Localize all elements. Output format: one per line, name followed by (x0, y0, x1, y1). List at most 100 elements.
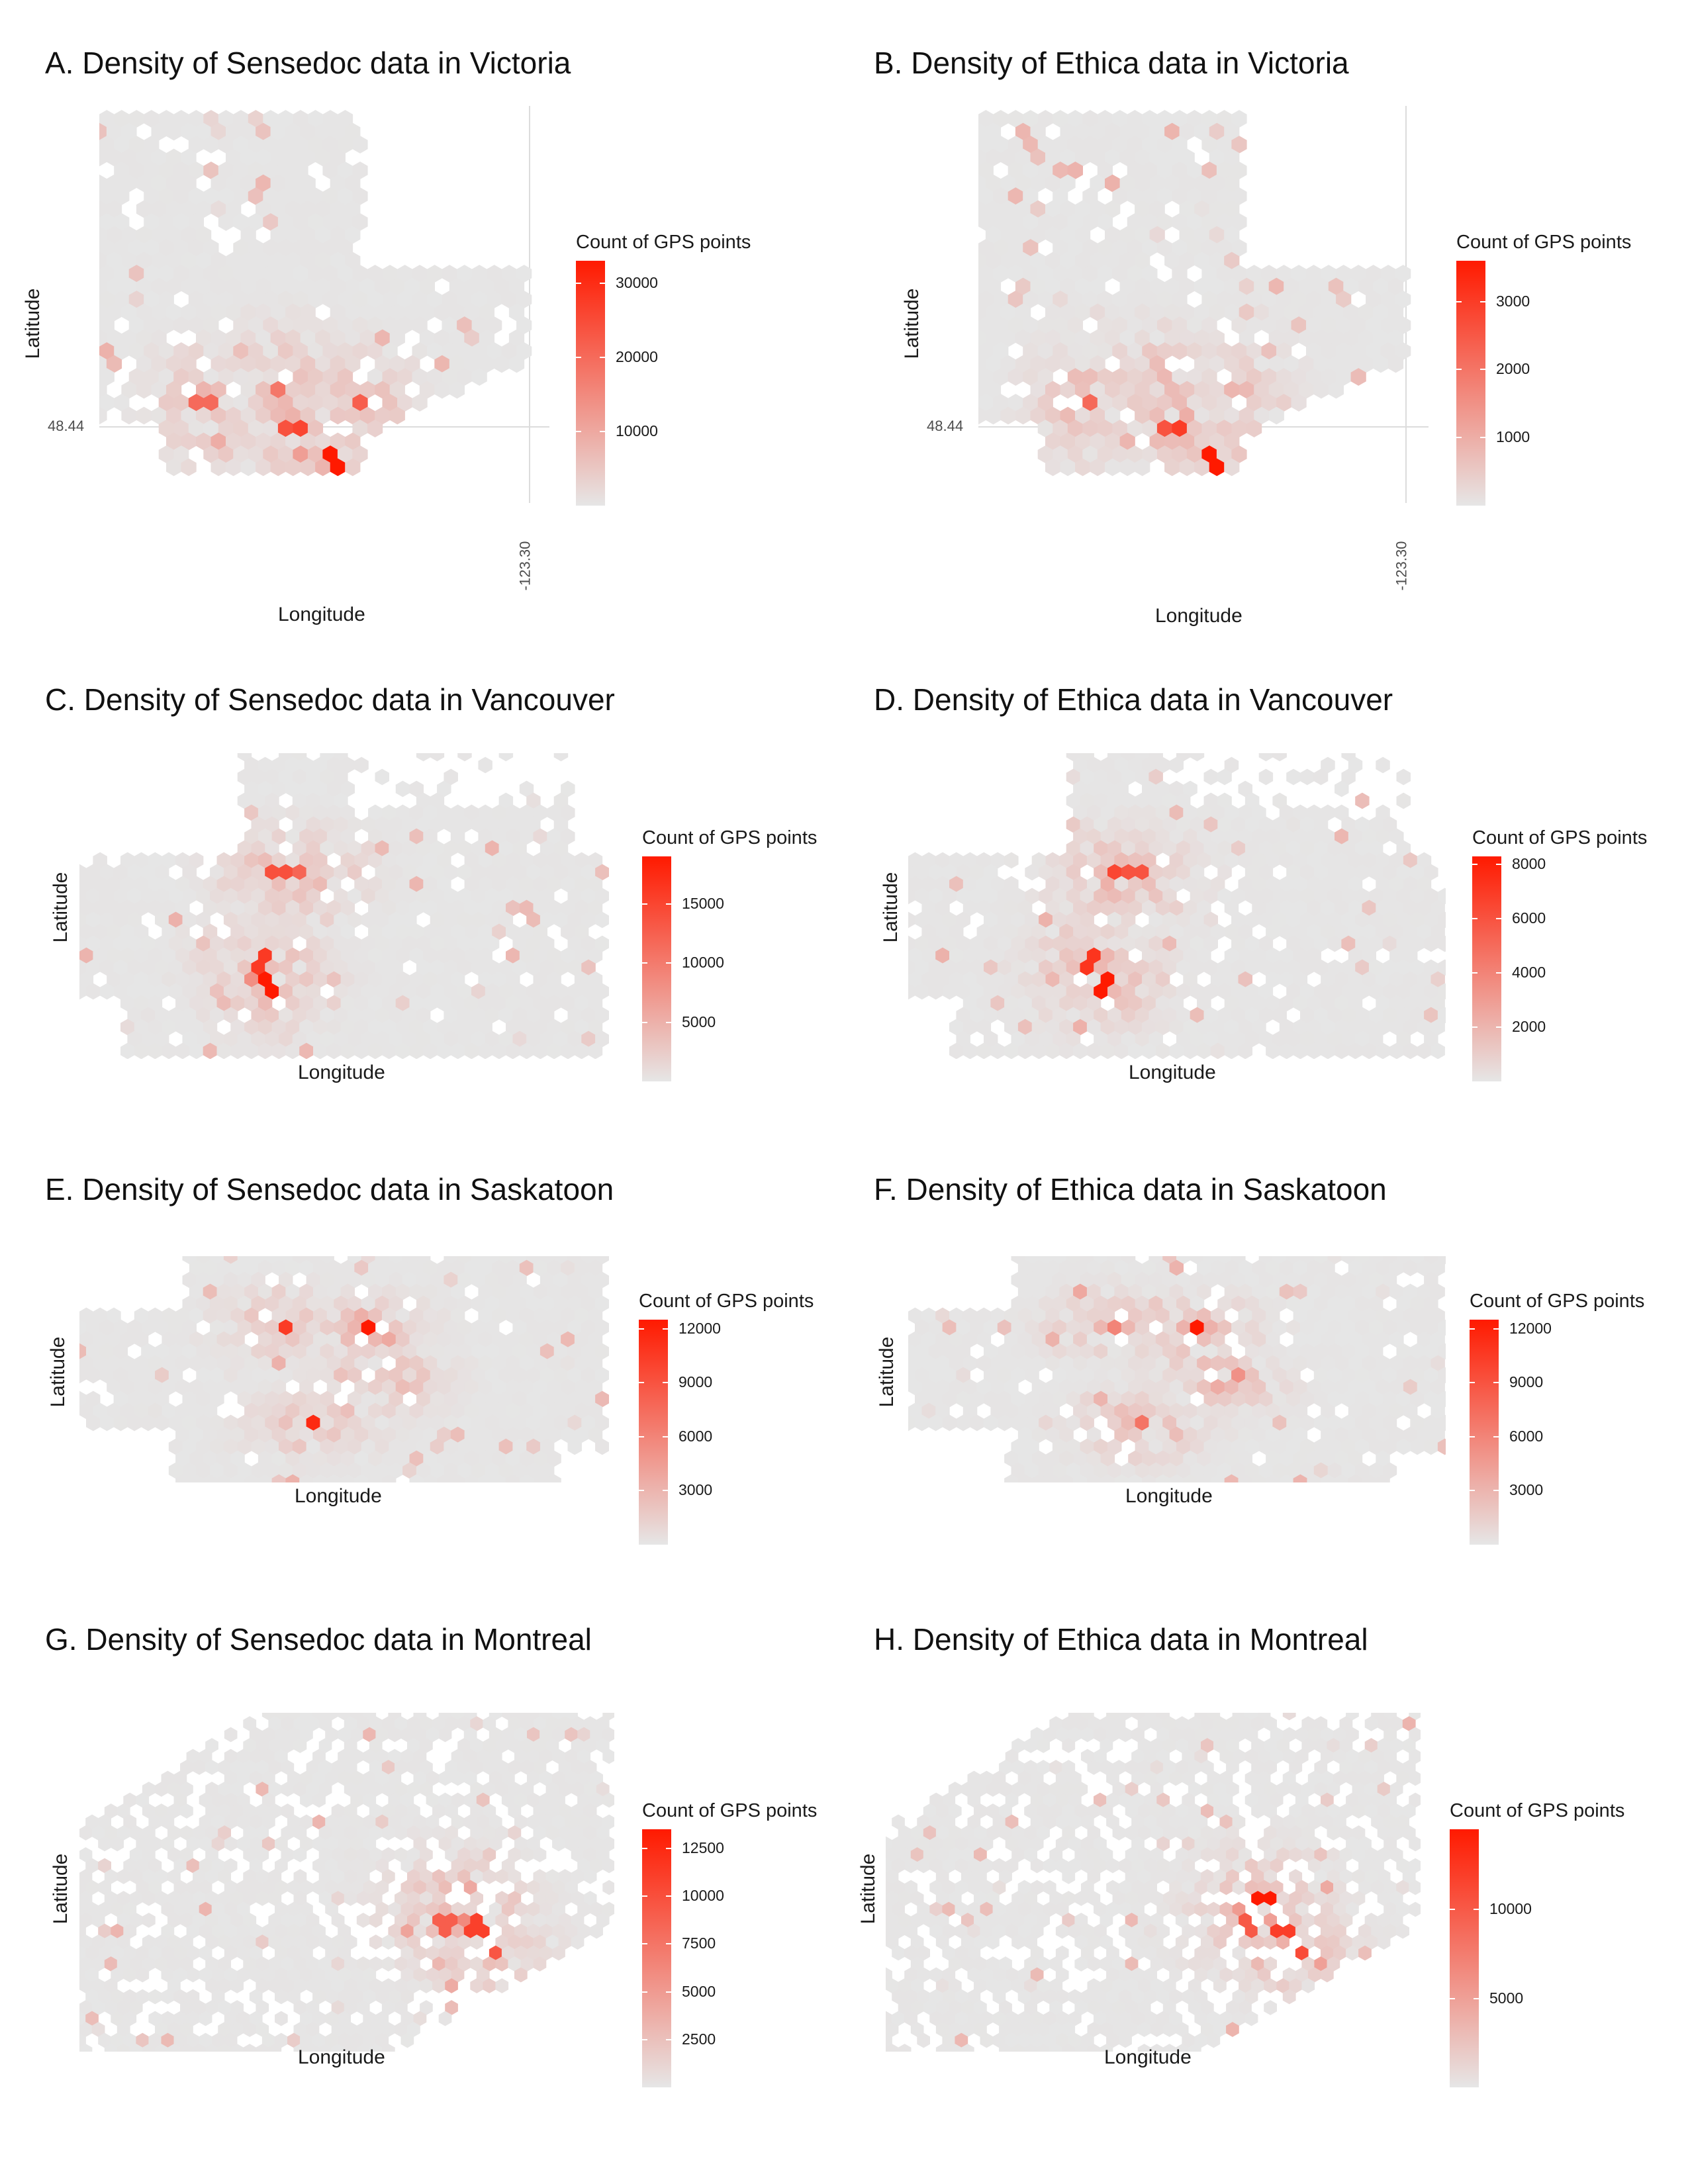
hex-cell (99, 368, 115, 386)
hex-cell (313, 899, 328, 917)
hex-cell (1224, 1426, 1239, 1443)
hex-cell (300, 200, 316, 218)
hex-cell (292, 1414, 307, 1432)
hex-cell (571, 1782, 585, 1797)
hex-cell (395, 1934, 408, 1950)
hex-cell (1272, 1271, 1287, 1289)
hex-cell (942, 911, 957, 929)
hex-cell (1045, 899, 1060, 917)
hex-cell (237, 1030, 252, 1048)
hex-cell (161, 1770, 175, 1786)
hex-cell (1194, 329, 1210, 347)
hex-cell (136, 148, 152, 167)
hex-cell (270, 200, 286, 218)
hex-cell (1430, 1307, 1445, 1324)
hex-cell (265, 792, 279, 809)
hex-cell (552, 1749, 565, 1764)
hex-cell (1094, 768, 1108, 786)
hex-cell (320, 816, 334, 833)
hex-cell (1121, 1007, 1136, 1024)
hex-cell (1348, 1426, 1363, 1443)
hex-cell (519, 1042, 534, 1059)
hex-cell (1149, 1295, 1163, 1312)
hex-cell (1121, 816, 1136, 833)
hex-cell (79, 971, 94, 988)
hex-cell (354, 1379, 369, 1396)
hex-cell (470, 1869, 483, 1884)
hex-cell (79, 947, 94, 964)
hex-cell (307, 265, 324, 283)
hex-cell (218, 265, 234, 283)
hex-cell (1231, 420, 1247, 437)
hex-cell (590, 1836, 603, 1852)
hex-cell (498, 1295, 514, 1312)
hex-cell (1272, 1462, 1287, 1479)
hex-cell (1203, 959, 1218, 976)
hex-cell (495, 1934, 509, 1950)
hex-cell (258, 828, 273, 845)
hex-cell (1389, 1426, 1404, 1443)
hex-cell (444, 1414, 458, 1432)
hex-cell (224, 1945, 238, 1961)
hex-cell (1000, 251, 1016, 270)
hex-cell (85, 2011, 99, 2026)
hex-cell (1396, 911, 1411, 929)
hex-cell (389, 1295, 403, 1312)
hex-cell (978, 381, 986, 399)
hex-cell (344, 2000, 357, 2015)
hex-cell (306, 1978, 320, 1993)
hex-cell (1424, 1271, 1438, 1289)
hex-cell (1086, 923, 1102, 940)
hex-cell (567, 1390, 582, 1408)
hex-cell (285, 1402, 300, 1420)
hex-cell (1387, 355, 1404, 373)
hex-cell (985, 122, 1002, 141)
hex-cell (218, 2000, 231, 2015)
hex-cell (223, 1295, 238, 1312)
hex-cell (1045, 1474, 1060, 1482)
hex-cell (1142, 1307, 1156, 1324)
hex-cell (326, 1474, 342, 1482)
hex-cell (120, 971, 135, 988)
hex-cell (485, 1343, 500, 1360)
hex-cell (407, 1825, 420, 1841)
hex-cell (203, 1019, 218, 1036)
hex-cell (300, 381, 316, 399)
x-axis-label: Longitude (1129, 1062, 1216, 1083)
hex-cell (99, 1414, 115, 1432)
hex-cell (325, 1989, 338, 2005)
hex-cell (363, 1880, 377, 1895)
hex-cell (1203, 1030, 1218, 1048)
hex-cell (533, 1847, 547, 1862)
hex-cell (1127, 161, 1143, 179)
hex-cell (602, 1749, 614, 1764)
hex-cell (463, 1770, 477, 1786)
hex-cell (189, 1307, 204, 1324)
hex-cell (492, 1379, 506, 1396)
hex-cell (354, 1450, 369, 1467)
hex-cell (1266, 1402, 1280, 1420)
hex-cell (501, 1713, 515, 1721)
hex-cell (265, 816, 279, 833)
hex-cell (155, 1934, 168, 1950)
hex-cell (189, 1450, 204, 1467)
hex-cell (552, 1713, 565, 1721)
hex-cell (279, 1414, 293, 1432)
hex-cell (1300, 1462, 1315, 1479)
hex-cell (293, 136, 308, 154)
hex-cell (1231, 1390, 1246, 1408)
hex-cell (203, 239, 219, 257)
hex-cell (320, 935, 334, 952)
hex-cell (1176, 1030, 1191, 1048)
hex-cell (233, 445, 249, 463)
hex-cell (1348, 947, 1363, 964)
hex-cell (1190, 1319, 1205, 1336)
hex-cell (1128, 1450, 1143, 1467)
hex-cell (203, 1355, 218, 1372)
hex-cell (368, 1283, 383, 1300)
hex-cell (251, 1414, 265, 1432)
legend-tick-label: 6000 (679, 1427, 713, 1445)
hex-cell (271, 780, 287, 797)
hex-cell (148, 995, 163, 1012)
hex-cell (547, 1259, 561, 1277)
